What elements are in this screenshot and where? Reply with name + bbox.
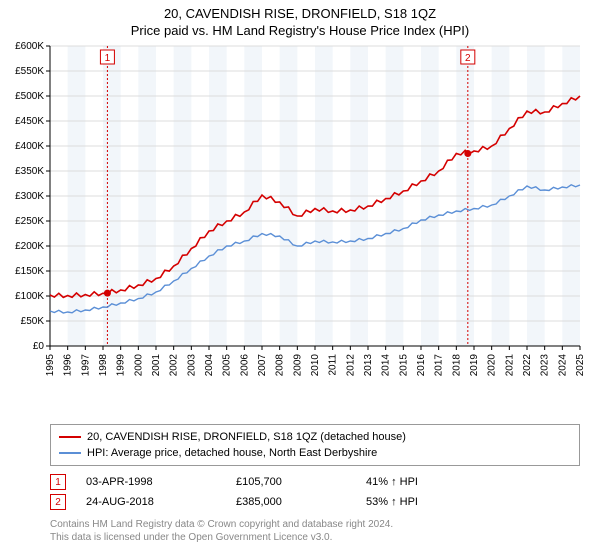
transaction-price: £385,000 [236,496,346,508]
svg-text:2013: 2013 [363,354,374,377]
svg-text:1998: 1998 [98,354,109,377]
svg-text:2021: 2021 [504,354,515,377]
legend-label: HPI: Average price, detached house, Nort… [87,447,377,459]
transaction-pct: 41% ↑ HPI [366,476,446,488]
svg-text:2024: 2024 [557,354,568,377]
svg-text:2023: 2023 [540,354,551,377]
svg-text:£500K: £500K [15,91,44,102]
legend-item: HPI: Average price, detached house, Nort… [59,445,571,461]
svg-text:£200K: £200K [15,241,44,252]
svg-text:1997: 1997 [80,354,91,377]
svg-text:2012: 2012 [345,354,356,377]
legend-swatch [59,452,81,454]
svg-text:1995: 1995 [45,354,56,377]
svg-text:2009: 2009 [292,354,303,377]
svg-text:2010: 2010 [310,354,321,377]
svg-text:2016: 2016 [416,354,427,377]
svg-text:£0: £0 [33,341,45,352]
transaction-date: 24-AUG-2018 [86,496,216,508]
svg-text:1996: 1996 [63,354,74,377]
svg-text:£150K: £150K [15,266,44,277]
chart-subtitle: Price paid vs. HM Land Registry's House … [0,23,600,38]
legend-swatch [59,436,81,438]
svg-text:2019: 2019 [469,354,480,377]
legend: 20, CAVENDISH RISE, DRONFIELD, S18 1QZ (… [50,424,580,466]
svg-text:1999: 1999 [116,354,127,377]
transaction-pct: 53% ↑ HPI [366,496,446,508]
svg-text:2017: 2017 [434,354,445,377]
svg-text:2025: 2025 [575,354,586,377]
transactions-table: 1 03-APR-1998 £105,700 41% ↑ HPI 2 24-AUG-201… [50,472,580,512]
svg-text:2: 2 [465,53,471,64]
svg-text:2004: 2004 [204,354,215,377]
transaction-marker: 1 [50,474,66,490]
svg-text:2005: 2005 [222,354,233,377]
svg-text:2011: 2011 [328,354,339,376]
svg-text:£400K: £400K [15,141,44,152]
svg-text:£450K: £450K [15,116,44,127]
svg-text:£550K: £550K [15,66,44,77]
svg-text:£250K: £250K [15,216,44,227]
svg-text:2007: 2007 [257,354,268,377]
svg-text:2000: 2000 [133,354,144,377]
svg-text:£600K: £600K [15,41,44,52]
svg-text:2008: 2008 [275,354,286,377]
svg-text:2015: 2015 [398,354,409,377]
chart-title: 20, CAVENDISH RISE, DRONFIELD, S18 1QZ [0,0,600,21]
svg-text:2006: 2006 [239,354,250,377]
svg-text:2018: 2018 [451,354,462,377]
price-chart: £0 £50K £100K £150K £200K £250K £300K £350K £400… [0,40,600,390]
transaction-row: 2 24-AUG-2018 £385,000 53% ↑ HPI [50,492,580,512]
svg-text:2003: 2003 [186,354,197,377]
footer-attribution: Contains HM Land Registry data © Crown c… [50,518,580,544]
footer-line2: This data is licensed under the Open Gov… [50,531,580,544]
transaction-marker: 2 [50,494,66,510]
svg-text:2020: 2020 [487,354,498,377]
footer-line1: Contains HM Land Registry data © Crown c… [50,518,580,531]
legend-item: 20, CAVENDISH RISE, DRONFIELD, S18 1QZ (… [59,429,571,445]
svg-text:£300K: £300K [15,191,44,202]
chart-container: 20, CAVENDISH RISE, DRONFIELD, S18 1QZ P… [0,0,600,560]
svg-text:£100K: £100K [15,291,44,302]
transaction-date: 03-APR-1998 [86,476,216,488]
svg-text:1: 1 [105,53,111,64]
legend-and-footer: 20, CAVENDISH RISE, DRONFIELD, S18 1QZ (… [50,424,580,544]
svg-text:2001: 2001 [151,354,162,377]
svg-text:2022: 2022 [522,354,533,377]
svg-text:£350K: £350K [15,166,44,177]
legend-label: 20, CAVENDISH RISE, DRONFIELD, S18 1QZ (… [87,431,406,443]
svg-text:2002: 2002 [169,354,180,377]
svg-text:2014: 2014 [381,354,392,377]
svg-text:£50K: £50K [21,316,45,327]
transaction-price: £105,700 [236,476,346,488]
transaction-row: 1 03-APR-1998 £105,700 41% ↑ HPI [50,472,580,492]
